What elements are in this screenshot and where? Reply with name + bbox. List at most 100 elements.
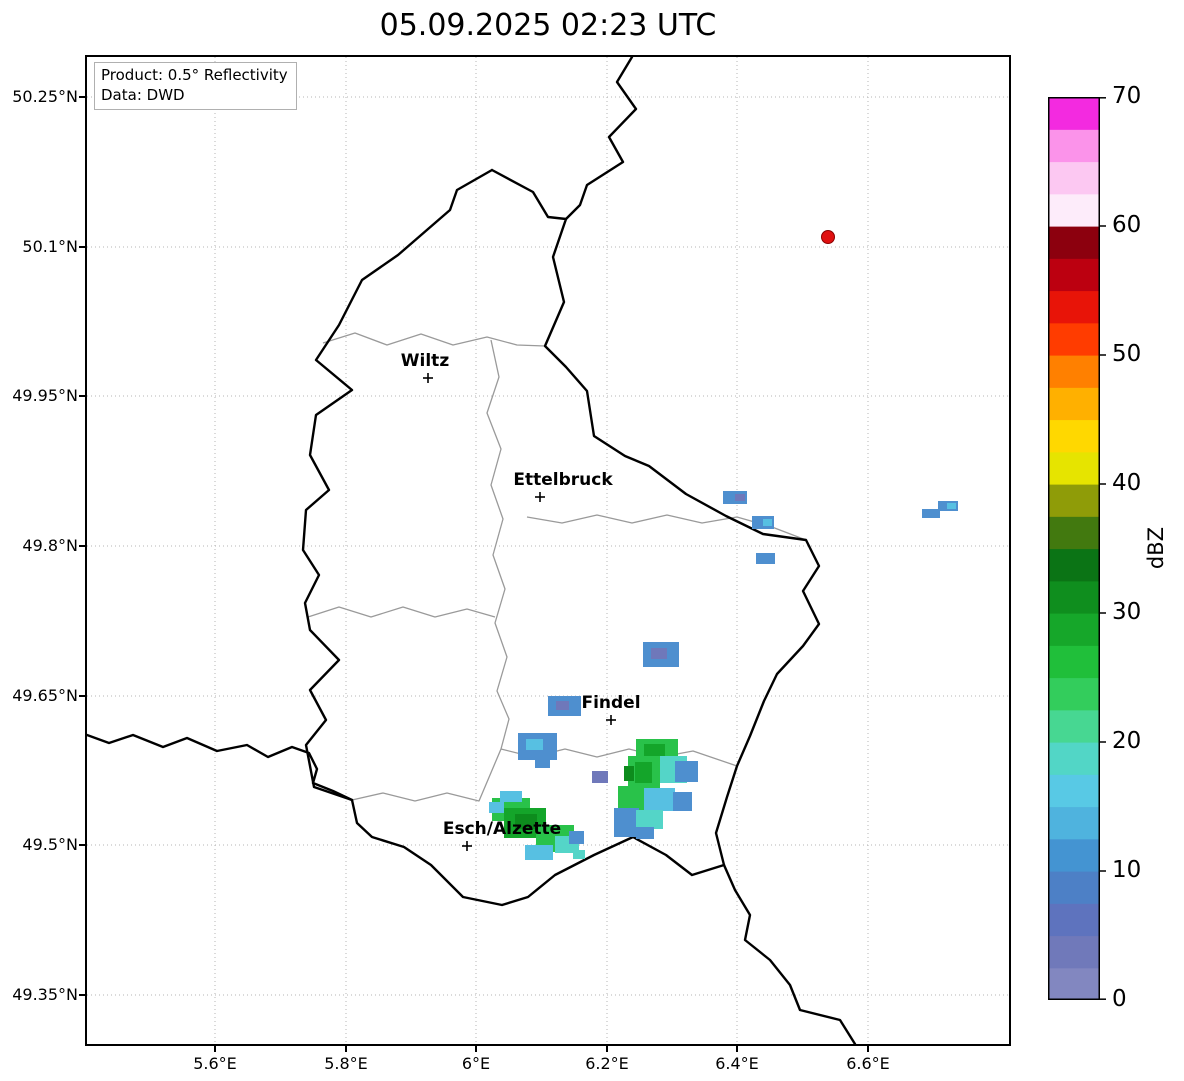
y-tick-mark — [79, 246, 85, 248]
country-border — [722, 863, 857, 1044]
colorbar-segment — [1048, 967, 1100, 1000]
x-tick-label: 6°E — [461, 1054, 491, 1073]
x-tick-mark — [475, 1046, 477, 1052]
plot-title: 05.09.2025 02:23 UTC — [379, 8, 717, 43]
region-border — [322, 332, 546, 347]
radar-cell — [763, 519, 772, 526]
colorbar-segment — [1048, 903, 1100, 937]
x-tick-mark — [867, 1046, 869, 1052]
colorbar-segment — [1048, 97, 1100, 130]
radar-cell — [525, 845, 553, 860]
country-border — [87, 733, 354, 802]
y-tick-label: 49.95°N — [12, 386, 78, 405]
y-tick-mark — [79, 96, 85, 98]
radar-cell — [756, 553, 775, 564]
colorbar-segment — [1048, 613, 1100, 646]
y-tick-label: 49.65°N — [12, 686, 78, 705]
colorbar-frame — [1048, 97, 1100, 1000]
colorbar-segment — [1048, 774, 1100, 808]
y-tick-mark — [79, 695, 85, 697]
x-tick-label: 5.6°E — [193, 1054, 237, 1073]
radar-cell — [675, 761, 698, 782]
colorbar-segment — [1048, 935, 1100, 969]
map-canvas: Wiltz Ettelbruck Findel Esch/Alzette — [87, 57, 1009, 1044]
colorbar-segment — [1048, 355, 1100, 388]
x-tick-mark — [214, 1046, 216, 1052]
station-dot — [821, 230, 835, 244]
colorbar-segment — [1048, 871, 1100, 904]
colorbar-tick-label: 60 — [1112, 212, 1142, 238]
y-tick-label: 49.35°N — [12, 985, 78, 1004]
map-plot-area: Wiltz Ettelbruck Findel Esch/Alzette — [85, 55, 1011, 1046]
colorbar-segment — [1048, 258, 1100, 292]
radar-cell — [735, 494, 745, 501]
region-border — [486, 339, 510, 750]
radar-cell — [651, 648, 667, 659]
colorbar-axis-label: dBZ — [1144, 527, 1168, 570]
colorbar-segment — [1048, 451, 1100, 485]
x-tick-label: 6.2°E — [585, 1054, 629, 1073]
radar-cell — [636, 810, 663, 829]
colorbar-tick-label: 70 — [1112, 83, 1142, 109]
colorbar-segment — [1048, 742, 1100, 775]
y-tick-mark — [79, 545, 85, 547]
radar-cell — [644, 744, 665, 757]
x-tick-mark — [345, 1046, 347, 1052]
radar-cell — [947, 503, 956, 509]
colorbar-segment — [1048, 290, 1100, 324]
colorbar-segment — [1048, 838, 1100, 872]
legend-box: Product: 0.5° Reflectivity Data: DWD — [94, 62, 297, 111]
legend-source-line: Data: DWD — [101, 86, 185, 105]
radar-cell — [614, 808, 639, 837]
colorbar-segment — [1048, 161, 1100, 195]
country-border — [301, 168, 821, 907]
colorbar-tick-label: 20 — [1112, 728, 1142, 754]
colorbar-segment — [1048, 129, 1100, 163]
radar-cell — [526, 739, 543, 750]
radar-cell — [644, 788, 675, 811]
colorbar-segment — [1048, 580, 1100, 614]
colorbar-segment — [1048, 548, 1100, 582]
colorbar-segment — [1048, 226, 1100, 259]
y-tick-mark — [79, 844, 85, 846]
city-label: Ettelbruck — [513, 470, 613, 490]
x-tick-label: 6.4°E — [715, 1054, 759, 1073]
colorbar-segment — [1048, 645, 1100, 679]
radar-cell — [922, 509, 940, 518]
region-border — [351, 748, 502, 802]
colorbar-tick-label: 40 — [1112, 470, 1142, 496]
x-tick-label: 5.8°E — [324, 1054, 368, 1073]
radar-cell — [500, 791, 522, 802]
x-tick-mark — [606, 1046, 608, 1052]
radar-cell — [592, 771, 608, 783]
country-border — [564, 57, 638, 221]
radar-cell — [569, 831, 584, 844]
colorbar-segment — [1048, 484, 1100, 517]
colorbar — [1048, 97, 1106, 1000]
radar-cell — [636, 827, 654, 839]
colorbar-tick-label: 0 — [1112, 986, 1127, 1012]
colorbar-segment — [1048, 193, 1100, 227]
colorbar-tick-label: 30 — [1112, 599, 1142, 625]
radar-cell — [673, 792, 692, 811]
colorbar-axis-label-wrap: dBZ — [1144, 97, 1168, 1000]
radar-cell — [556, 701, 569, 710]
y-tick-mark — [79, 395, 85, 397]
y-tick-label: 50.25°N — [12, 87, 78, 106]
colorbar-tick-label: 50 — [1112, 341, 1142, 367]
radar-cell — [489, 802, 504, 813]
radar-cell — [635, 762, 652, 783]
colorbar-segment — [1048, 806, 1100, 840]
region-border — [307, 606, 496, 618]
colorbar-tick-label: 10 — [1112, 857, 1142, 883]
radar-cell — [515, 814, 537, 829]
city-label: Esch/Alzette — [443, 819, 561, 839]
y-tick-label: 49.5°N — [22, 835, 78, 854]
x-tick-label: 6.6°E — [846, 1054, 890, 1073]
colorbar-segment — [1048, 709, 1100, 743]
radar-cell — [624, 766, 634, 781]
colorbar-segment — [1048, 419, 1100, 453]
colorbar-segment — [1048, 677, 1100, 711]
city-label: Findel — [581, 693, 640, 713]
